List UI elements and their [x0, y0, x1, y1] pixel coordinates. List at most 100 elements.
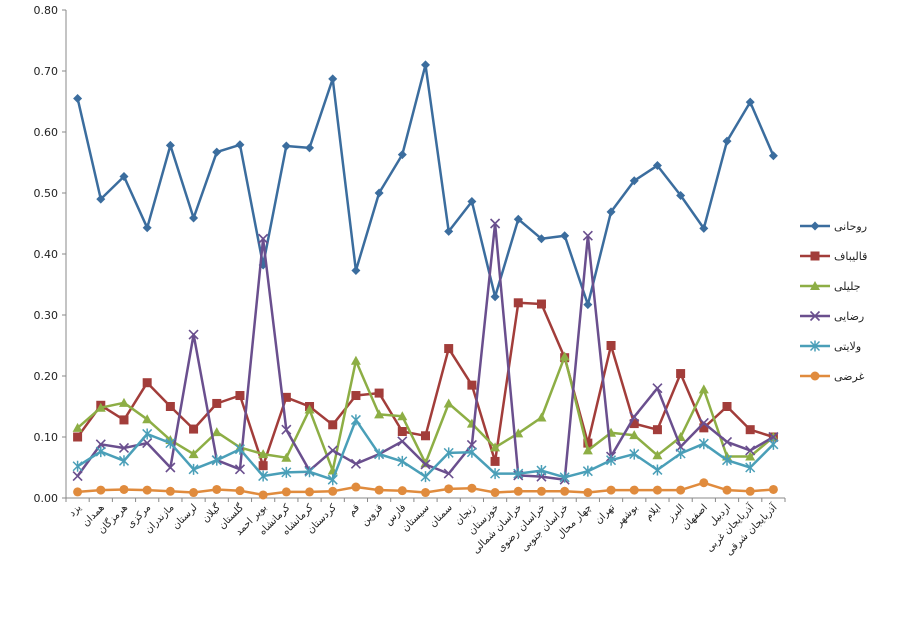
data-point: [397, 150, 407, 160]
data-point: [490, 468, 501, 480]
data-point: [745, 451, 756, 461]
x-tick-label: سمنان: [428, 502, 455, 529]
data-point: [212, 484, 222, 494]
data-point: [96, 485, 106, 495]
series-line: [76, 418, 775, 481]
data-point: [629, 176, 639, 186]
data-point: [676, 190, 686, 200]
data-point: [768, 438, 779, 450]
y-tick-label: 0.10: [34, 431, 59, 444]
data-point: [258, 233, 269, 244]
y-tick-label: 0.00: [34, 492, 59, 505]
data-point: [467, 380, 477, 390]
data-point: [699, 423, 709, 433]
legend-label: غرضی: [834, 370, 865, 383]
data-point: [652, 464, 663, 476]
data-point: [165, 462, 176, 473]
data-point: [443, 398, 454, 408]
data-point: [810, 251, 820, 261]
data-point: [305, 487, 315, 497]
data-point: [699, 223, 709, 233]
data-point: [95, 439, 106, 450]
data-point: [745, 462, 756, 473]
data-point: [142, 223, 152, 233]
data-point: [118, 397, 129, 407]
data-point: [258, 449, 269, 459]
legend-label: ولایتی: [834, 340, 861, 353]
series-layer: [72, 60, 779, 500]
data-point: [72, 422, 83, 432]
data-point: [95, 446, 106, 458]
data-point: [189, 213, 199, 223]
data-point: [629, 430, 640, 440]
series-group: [72, 414, 779, 486]
data-point: [490, 488, 500, 498]
data-point: [676, 485, 686, 495]
data-point: [374, 388, 384, 398]
data-point: [351, 265, 361, 275]
data-point: [142, 378, 152, 388]
data-point: [490, 456, 500, 466]
data-point: [698, 384, 709, 394]
axes: 0.000.100.200.300.400.500.600.700.80یزده…: [34, 4, 786, 558]
legend-item: روحانی: [800, 220, 867, 233]
data-point: [513, 214, 523, 224]
data-point: [211, 454, 222, 466]
x-tick-label: قزوین: [359, 502, 385, 528]
data-point: [304, 404, 315, 414]
data-point: [536, 234, 546, 244]
data-point: [73, 432, 83, 442]
data-point: [676, 369, 686, 379]
data-point: [420, 471, 431, 483]
data-point: [305, 143, 315, 153]
x-tick-label: بوشهر: [613, 502, 640, 529]
data-point: [652, 485, 662, 495]
series-group: [72, 218, 779, 485]
data-point: [350, 355, 361, 365]
data-point: [513, 486, 523, 496]
y-tick-label: 0.80: [34, 4, 59, 17]
data-point: [810, 281, 820, 290]
data-point: [212, 147, 222, 157]
data-point: [722, 136, 732, 146]
data-point: [165, 140, 175, 150]
legend-item: جلیلی: [800, 280, 861, 293]
data-point: [444, 344, 454, 354]
data-point: [582, 465, 593, 477]
data-point: [304, 466, 315, 478]
data-point: [606, 454, 617, 466]
data-point: [629, 485, 639, 495]
data-point: [95, 402, 106, 412]
data-point: [444, 484, 454, 494]
data-point: [629, 411, 640, 422]
data-point: [212, 398, 222, 408]
legend-item: قالیباف: [800, 250, 867, 263]
data-point: [234, 464, 246, 475]
data-point: [328, 74, 338, 84]
data-point: [351, 391, 361, 401]
data-point: [119, 172, 129, 182]
series-group: [73, 60, 778, 310]
legend-item: رضایی: [800, 310, 864, 323]
series-line: [76, 63, 775, 306]
data-point: [536, 486, 546, 496]
data-point: [421, 488, 430, 498]
legend: روحانی قالیباف جلیلی رضایی ولایتی غرضی: [800, 220, 867, 383]
data-point: [397, 486, 407, 496]
data-point: [374, 448, 385, 460]
data-point: [536, 412, 547, 422]
data-point: [745, 425, 755, 435]
data-point: [421, 431, 430, 441]
data-point: [258, 461, 268, 471]
data-point: [443, 468, 454, 479]
data-point: [466, 439, 477, 450]
data-point: [118, 455, 130, 467]
data-point: [119, 415, 129, 425]
data-point: [327, 445, 338, 456]
data-point: [235, 391, 245, 401]
data-point: [536, 465, 547, 477]
data-point: [698, 438, 709, 450]
data-point: [188, 463, 199, 475]
data-point: [582, 445, 593, 455]
